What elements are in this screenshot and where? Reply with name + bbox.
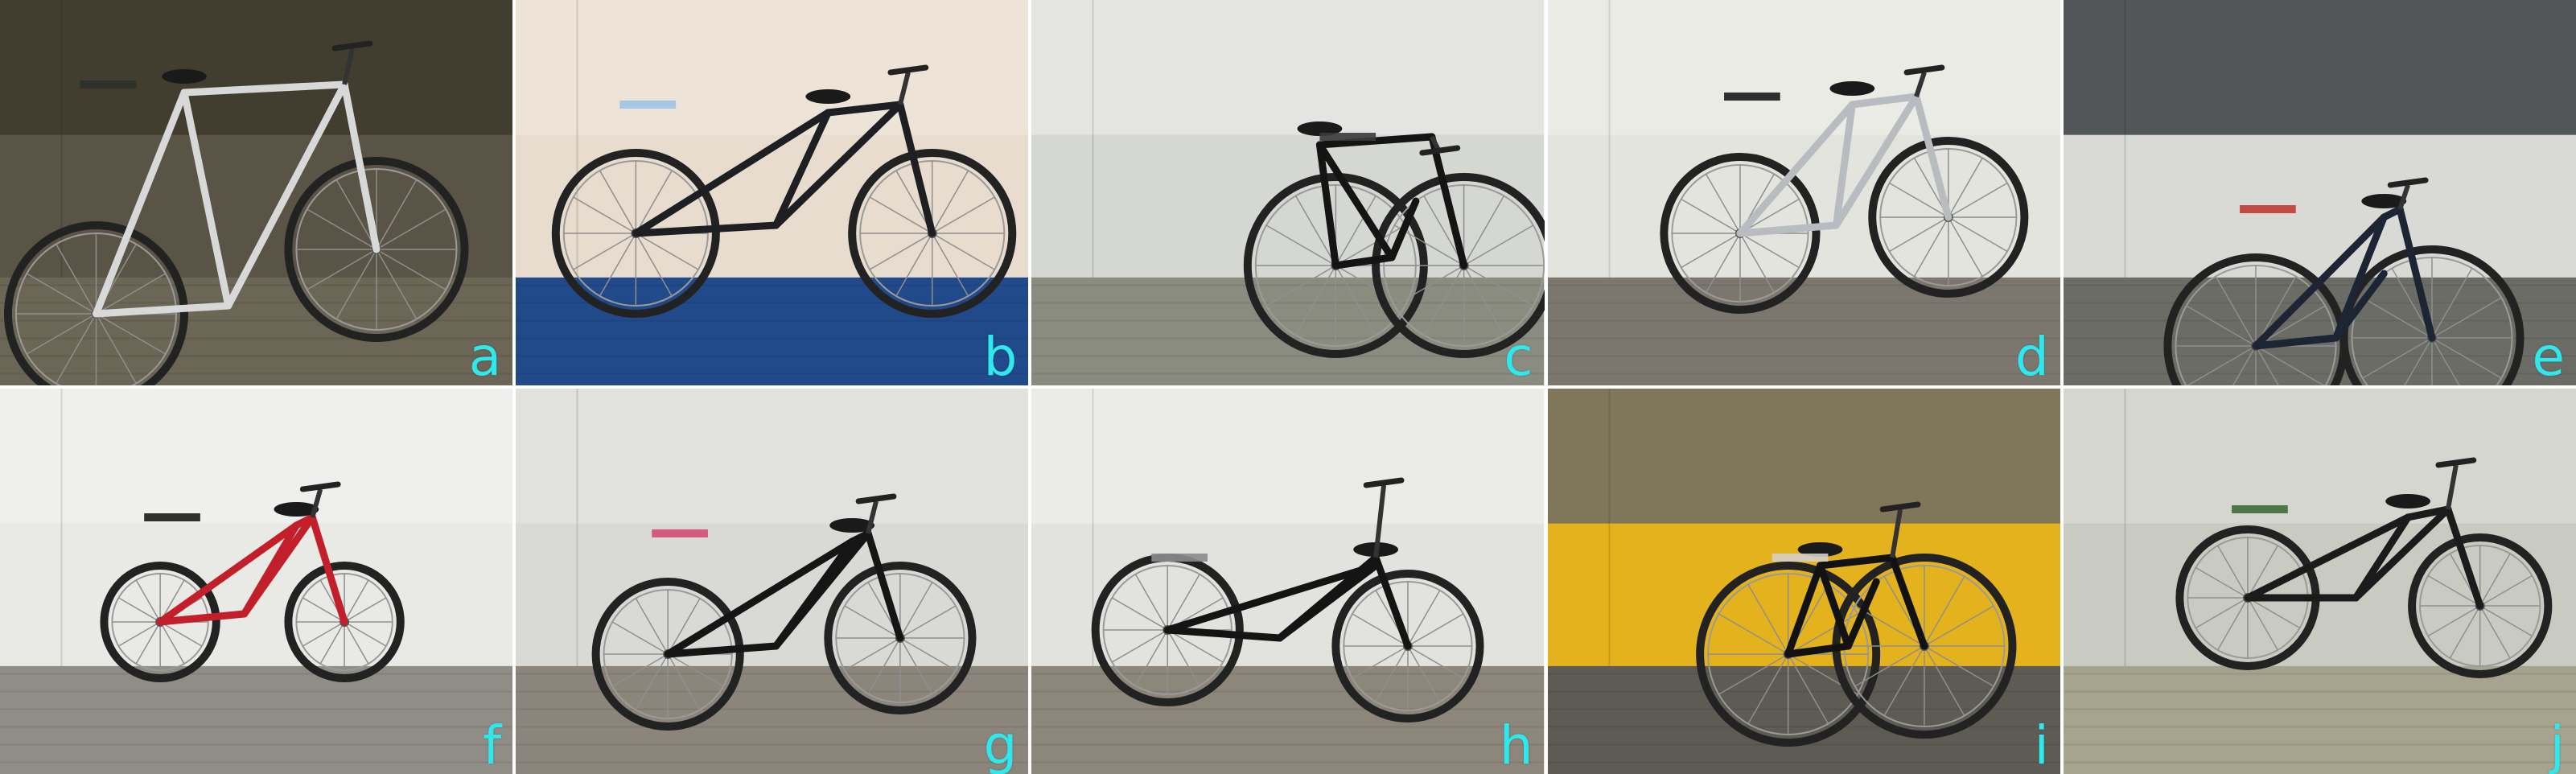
- photo-b-bicycle: [516, 0, 1029, 385]
- accessory: [1723, 93, 1780, 101]
- wheel: [284, 562, 405, 682]
- accessory: [619, 101, 677, 109]
- photo-tile-a: a: [0, 0, 513, 385]
- wheel: [4, 221, 188, 385]
- wheel: [1372, 173, 1545, 358]
- handlebar: [887, 64, 929, 76]
- handlebar: [1364, 477, 1405, 488]
- bicycle: [1695, 501, 2017, 747]
- handlebar: [1903, 64, 1944, 76]
- wheel: [848, 149, 1017, 318]
- accessory: [2239, 205, 2296, 213]
- photo-j-bicycle: [2063, 389, 2576, 774]
- bicycle: [2175, 457, 2553, 678]
- accessory: [1772, 554, 1829, 562]
- handlebar: [855, 493, 897, 504]
- bicycle: [591, 493, 977, 731]
- saddle: [1297, 121, 1343, 136]
- bicycle: [1659, 64, 2028, 314]
- handlebar: [1419, 145, 1461, 156]
- photo-tile-g: g: [516, 389, 1029, 774]
- photo-tile-b: b: [516, 0, 1029, 385]
- saddle: [1829, 81, 1874, 96]
- saddle: [2361, 194, 2406, 208]
- photo-g-bicycle: [516, 389, 1029, 774]
- saddle: [2385, 494, 2430, 508]
- wheel: [2407, 533, 2553, 678]
- wheel: [1867, 137, 2028, 298]
- photo-tile-h: h: [1031, 389, 1545, 774]
- bicycle: [551, 64, 1017, 318]
- saddle: [162, 69, 207, 84]
- photo-h-bicycle: [1031, 389, 1545, 774]
- wheel: [1659, 153, 1821, 314]
- panel-label-h: h: [1499, 714, 1533, 774]
- panel-label-f: f: [482, 714, 502, 774]
- handlebar: [2387, 177, 2429, 188]
- photo-f-bicycle: [0, 389, 513, 774]
- wheel: [591, 578, 744, 731]
- photo-tile-j: j: [2063, 389, 2576, 774]
- photo-d-bicycle: [1547, 0, 2060, 385]
- handlebar: [2435, 457, 2477, 468]
- saddle: [829, 518, 875, 533]
- bicycle: [100, 481, 405, 682]
- panel-label-j: j: [2549, 714, 2565, 774]
- wheel: [100, 562, 220, 682]
- accessory: [2231, 505, 2288, 513]
- panel-label-g: g: [983, 714, 1018, 774]
- handlebar: [299, 481, 341, 492]
- bicycle: [1092, 477, 1484, 723]
- panel-label-a: a: [468, 326, 502, 385]
- photo-tile-f: f: [0, 389, 513, 774]
- accessory: [80, 80, 137, 89]
- wheel: [1331, 570, 1484, 723]
- bicycle: [4, 40, 469, 385]
- bicycle: [1244, 121, 1545, 358]
- wheel: [1695, 562, 1880, 747]
- accessory: [1319, 133, 1376, 141]
- wheel: [551, 149, 721, 318]
- photo-e-bicycle: [2063, 0, 2576, 385]
- photo-a-bicycle: [0, 0, 513, 385]
- panel-label-i: i: [2034, 714, 2049, 774]
- saddle: [1797, 542, 1842, 557]
- photo-i-bicycle: [1547, 389, 2060, 774]
- wheel: [284, 157, 469, 342]
- panel-label-e: e: [2532, 326, 2565, 385]
- handlebar: [1879, 501, 1921, 513]
- bicycle: [2163, 177, 2525, 385]
- panel-label-c: c: [1504, 326, 1533, 385]
- accessory: [1151, 554, 1208, 562]
- handlebar: [331, 40, 373, 51]
- panel-label-b: b: [983, 326, 1018, 385]
- saddle: [274, 502, 319, 517]
- panel-label-d: d: [2014, 326, 2049, 385]
- saddle: [805, 89, 851, 104]
- photo-tile-d: d: [1547, 0, 2060, 385]
- accessory: [144, 513, 200, 521]
- wheel: [824, 562, 977, 714]
- accessory: [652, 529, 709, 537]
- photo-tile-c: c: [1031, 0, 1545, 385]
- photo-tile-e: e: [2063, 0, 2576, 385]
- wheel: [2339, 245, 2525, 385]
- photo-tile-i: i: [1547, 389, 2060, 774]
- photo-c-bicycle: [1031, 0, 1545, 385]
